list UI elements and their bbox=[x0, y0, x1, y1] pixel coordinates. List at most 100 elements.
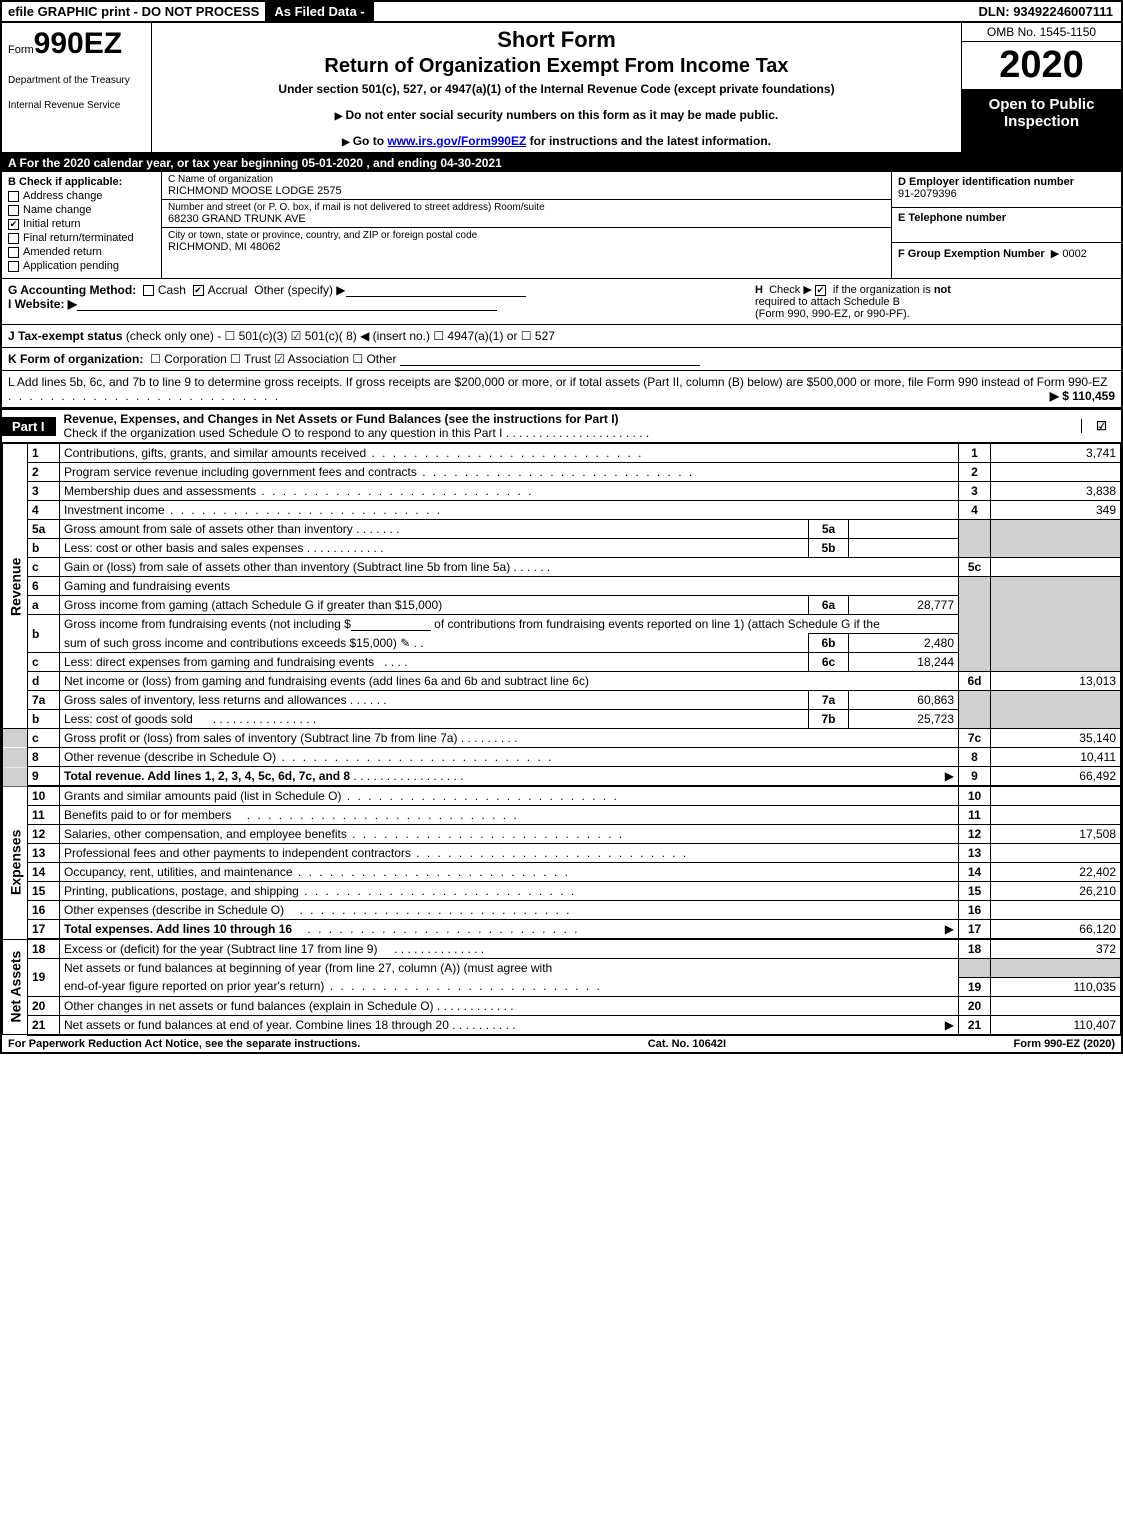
line-6: 6 Gaming and fundraising events bbox=[3, 577, 1121, 596]
row-l: L Add lines 5b, 6c, and 7b to line 9 to … bbox=[2, 371, 1121, 409]
header-left: Form990EZ Department of the Treasury Int… bbox=[2, 23, 152, 152]
form-title: Return of Organization Exempt From Incom… bbox=[160, 55, 953, 78]
part1-tag: Part I bbox=[2, 417, 56, 436]
expenses-side-label: Expenses bbox=[3, 786, 28, 939]
dept-irs: Internal Revenue Service bbox=[8, 100, 145, 111]
line-9: 9 Total revenue. Add lines 1, 2, 3, 4, 5… bbox=[3, 767, 1121, 787]
line-8: 8 Other revenue (describe in Schedule O)… bbox=[3, 748, 1121, 767]
top-bar: efile GRAPHIC print - DO NOT PROCESS As … bbox=[2, 2, 1121, 23]
city-val: RICHMOND, MI 48062 bbox=[168, 241, 885, 253]
j-label: J Tax-exempt status bbox=[8, 329, 123, 343]
org-name-row: C Name of organization RICHMOND MOOSE LO… bbox=[162, 172, 891, 200]
line-17: 17 Total expenses. Add lines 10 through … bbox=[3, 920, 1121, 940]
check-b-block: B Check if applicable: Address change Na… bbox=[2, 172, 162, 278]
line-15: 15 Printing, publications, postage, and … bbox=[3, 882, 1121, 901]
irs-link[interactable]: www.irs.gov/Form990EZ bbox=[387, 134, 526, 148]
part1-header: Part I Revenue, Expenses, and Changes in… bbox=[2, 409, 1121, 443]
d-val: 91-2079396 bbox=[898, 188, 957, 200]
footer-mid: Cat. No. 10642I bbox=[360, 1038, 1013, 1050]
short-form-label: Short Form bbox=[160, 27, 953, 53]
row-g: G Accounting Method: Cash Accrual Other … bbox=[2, 279, 1121, 325]
check-address: Address change bbox=[8, 190, 155, 202]
line-6c: c Less: direct expenses from gaming and … bbox=[3, 653, 1121, 672]
h-text-c: required to attach Schedule B bbox=[755, 296, 900, 308]
form-subtitle: Under section 501(c), 527, or 4947(a)(1)… bbox=[160, 82, 953, 96]
check-amended: Amended return bbox=[8, 246, 155, 258]
l-amount: ▶ $ 110,459 bbox=[1050, 389, 1115, 403]
open-to-public: Open to Public Inspection bbox=[962, 90, 1121, 152]
c-label: C Name of organization bbox=[168, 174, 885, 185]
h-check-label: Check ▶ bbox=[769, 284, 812, 296]
form-prefix: Form bbox=[8, 44, 34, 56]
line-6b-bot: sum of such gross income and contributio… bbox=[3, 634, 1121, 653]
form-page: efile GRAPHIC print - DO NOT PROCESS As … bbox=[0, 0, 1123, 1054]
org-block: C Name of organization RICHMOND MOOSE LO… bbox=[162, 172, 891, 278]
line-16: 16 Other expenses (describe in Schedule … bbox=[3, 901, 1121, 920]
check-pending: Application pending bbox=[8, 260, 155, 272]
part1-desc-text: Revenue, Expenses, and Changes in Net As… bbox=[64, 412, 619, 426]
line-6d: d Net income or (loss) from gaming and f… bbox=[3, 672, 1121, 691]
line-13: 13 Professional fees and other payments … bbox=[3, 844, 1121, 863]
footer-right: Form 990-EZ (2020) bbox=[1014, 1038, 1116, 1050]
line-20: 20 Other changes in net assets or fund b… bbox=[3, 996, 1121, 1015]
line-7a: 7a Gross sales of inventory, less return… bbox=[3, 691, 1121, 710]
addr-label: Number and street (or P. O. box, if mail… bbox=[168, 202, 885, 213]
line-19b: end-of-year figure reported on prior yea… bbox=[3, 977, 1121, 996]
line-5a: 5a Gross amount from sale of assets othe… bbox=[3, 520, 1121, 539]
check-b-title: B Check if applicable: bbox=[8, 176, 155, 188]
form-header: Form990EZ Department of the Treasury Int… bbox=[2, 23, 1121, 154]
header-right: OMB No. 1545-1150 2020 Open to Public In… bbox=[961, 23, 1121, 152]
row-j: J Tax-exempt status (check only one) - ☐… bbox=[2, 325, 1121, 348]
phone-row: E Telephone number bbox=[892, 208, 1121, 244]
pencil-icon[interactable]: ✎ bbox=[400, 636, 410, 650]
line-14: 14 Occupancy, rent, utilities, and maint… bbox=[3, 863, 1121, 882]
form-number: 990EZ bbox=[34, 27, 122, 60]
line-12: 12 Salaries, other compensation, and emp… bbox=[3, 825, 1121, 844]
line-21: 21 Net assets or fund balances at end of… bbox=[3, 1015, 1121, 1035]
g-accrual: Accrual bbox=[208, 283, 248, 297]
netassets-side-label: Net Assets bbox=[3, 939, 28, 1035]
check-final: Final return/terminated bbox=[8, 232, 155, 244]
k-rest: ☐ Corporation ☐ Trust ☑ Association ☐ Ot… bbox=[150, 352, 396, 366]
line-2: 2 Program service revenue including gove… bbox=[3, 463, 1121, 482]
part1-desc: Revenue, Expenses, and Changes in Net As… bbox=[56, 410, 1081, 442]
ein-row: D Employer identification number 91-2079… bbox=[892, 172, 1121, 208]
header-center: Short Form Return of Organization Exempt… bbox=[152, 23, 961, 152]
line-6b-top: b Gross income from fundraising events (… bbox=[3, 615, 1121, 634]
row-k: K Form of organization: ☐ Corporation ☐ … bbox=[2, 348, 1121, 371]
section-a-bar: A For the 2020 calendar year, or tax yea… bbox=[2, 154, 1121, 172]
k-label: K Form of organization: bbox=[8, 352, 143, 366]
addr-val: 68230 GRAND TRUNK AVE bbox=[168, 213, 885, 225]
tax-exempt-status: J Tax-exempt status (check only one) - ☐… bbox=[8, 329, 1115, 343]
line-3: 3 Membership dues and assessments 3 3,83… bbox=[3, 482, 1121, 501]
e-label: E Telephone number bbox=[898, 212, 1006, 224]
g-cash: Cash bbox=[158, 283, 186, 297]
line-6a: a Gross income from gaming (attach Sched… bbox=[3, 596, 1121, 615]
as-filed-label: As Filed Data - bbox=[265, 2, 373, 21]
row-h: H Check ▶ if the organization is not req… bbox=[755, 283, 1115, 320]
h-text-d: (Form 990, 990-EZ, or 990-PF). bbox=[755, 308, 910, 320]
goto-prefix: Go to bbox=[353, 134, 388, 148]
dept-treasury: Department of the Treasury bbox=[8, 75, 145, 86]
j-rest: (check only one) - ☐ 501(c)(3) ☑ 501(c)(… bbox=[126, 329, 555, 343]
h-not: not bbox=[934, 284, 951, 296]
h-text-b: if the organization is bbox=[833, 284, 931, 296]
tax-year: 2020 bbox=[962, 42, 1121, 90]
line-7c: c Gross profit or (loss) from sales of i… bbox=[3, 729, 1121, 748]
form-organization: K Form of organization: ☐ Corporation ☐ … bbox=[8, 352, 1115, 366]
check-name: Name change bbox=[8, 204, 155, 216]
line-1: Revenue 1 Contributions, gifts, grants, … bbox=[3, 444, 1121, 463]
d-label: D Employer identification number bbox=[898, 176, 1074, 188]
ssn-warning-text: Do not enter social security numbers on … bbox=[345, 108, 778, 122]
part1-sub: Check if the organization used Schedule … bbox=[64, 426, 503, 440]
org-addr-row: Number and street (or P. O. box, if mail… bbox=[162, 200, 891, 228]
l-text: L Add lines 5b, 6c, and 7b to line 9 to … bbox=[8, 375, 1107, 389]
check-initial: Initial return bbox=[8, 218, 155, 230]
line-18: Net Assets 18 Excess or (deficit) for th… bbox=[3, 939, 1121, 959]
part1-check: ☑ bbox=[1081, 419, 1121, 433]
line-4: 4 Investment income 4 349 bbox=[3, 501, 1121, 520]
info-grid: B Check if applicable: Address change Na… bbox=[2, 172, 1121, 279]
dln-number: DLN: 93492246007111 bbox=[971, 2, 1121, 21]
efile-notice: efile GRAPHIC print - DO NOT PROCESS bbox=[2, 2, 265, 21]
line-11: 11 Benefits paid to or for members 11 bbox=[3, 806, 1121, 825]
